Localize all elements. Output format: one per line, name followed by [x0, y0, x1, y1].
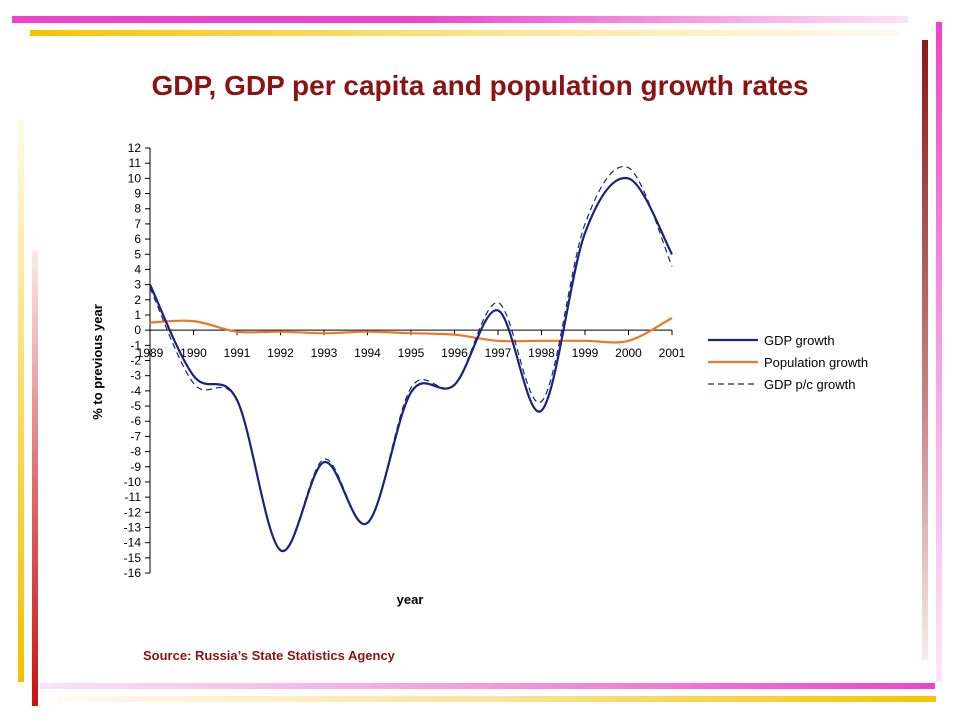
y-tick-label: -7	[130, 429, 141, 443]
x-tick-label: 1998	[528, 346, 555, 360]
x-tick-label: 1989	[137, 346, 164, 360]
x-tick-label: 1993	[311, 346, 338, 360]
decorative-bar-top-pink	[12, 16, 908, 23]
y-tick-label: 5	[134, 247, 141, 261]
x-tick-label: 1999	[572, 346, 599, 360]
y-tick-label: 6	[134, 232, 141, 246]
y-tick-label: 12	[128, 141, 142, 155]
legend-label-population-growth: Population growth	[764, 355, 868, 370]
x-tick-label: 1994	[354, 346, 381, 360]
y-tick-label: -12	[124, 505, 142, 519]
x-tick-label: 1991	[224, 346, 251, 360]
y-axis-title: % to previous year	[90, 304, 105, 420]
decorative-bar-right-pink	[936, 22, 942, 682]
y-tick-label: -2	[130, 354, 141, 368]
y-tick-label: -13	[124, 521, 142, 535]
x-axis-title: year	[397, 592, 424, 607]
x-tick-label: 1997	[485, 346, 512, 360]
y-tick-label: 11	[129, 156, 142, 170]
y-tick-label: -11	[125, 490, 142, 504]
x-tick-label: 1995	[398, 346, 425, 360]
chart-legend: GDP growth Population growth GDP p/c growt…	[708, 333, 868, 392]
x-tick-label: 2001	[659, 346, 686, 360]
source-note: Source: Russia’s State Statistics Agency	[143, 648, 395, 663]
decorative-bar-right-red	[922, 40, 928, 660]
legend-label-gdp-growth: GDP growth	[764, 333, 835, 348]
y-tick-label: -3	[130, 369, 141, 383]
y-tick-label: -8	[130, 445, 141, 459]
y-axis-ticks: 1211109876543210-1-2-3-4-5-6-7-8-9-10-11…	[124, 141, 150, 580]
y-tick-label: -14	[124, 536, 142, 550]
x-tick-label: 1992	[267, 346, 294, 360]
y-tick-label: 1	[134, 308, 141, 322]
decorative-bar-bottom-pink	[40, 683, 935, 689]
y-tick-label: 0	[134, 323, 141, 337]
x-axis-ticks: 1989 1990 1991 1992 1993 1994 1995 1996 1997 1998…	[137, 330, 686, 360]
y-tick-label: 8	[134, 202, 141, 216]
x-tick-label: 2000	[615, 346, 642, 360]
decorative-bar-left-red	[32, 250, 38, 706]
y-tick-label: -15	[124, 551, 142, 565]
series-line-gdp-growth	[149, 176, 673, 552]
legend-label-gdp-p-c-growth: GDP p/c growth	[764, 377, 856, 392]
y-tick-label: -5	[130, 399, 141, 413]
decorative-bar-top-yellow	[30, 30, 900, 36]
series-line-population-growth	[149, 317, 673, 344]
y-tick-label: -16	[124, 566, 142, 580]
y-tick-label: -4	[130, 384, 141, 398]
page-title: GDP, GDP per capita and population growt…	[151, 70, 809, 101]
decorative-bar-bottom-yellow	[58, 696, 936, 702]
decorative-bar-left-yellow	[18, 120, 24, 682]
y-tick-label: -1	[130, 338, 141, 352]
series-layer	[149, 165, 673, 552]
y-tick-label: -9	[130, 460, 141, 474]
y-tick-label: 3	[134, 278, 141, 292]
y-tick-label: -10	[124, 475, 142, 489]
x-tick-label: 1996	[441, 346, 468, 360]
y-tick-label: 10	[128, 171, 142, 185]
y-tick-label: 4	[134, 262, 141, 276]
y-tick-label: 2	[134, 293, 141, 307]
y-tick-label: 7	[134, 217, 141, 231]
series-line-gdp-p-c-growth	[149, 165, 673, 552]
y-tick-label: 9	[134, 187, 141, 201]
x-tick-label: 1990	[180, 346, 207, 360]
y-tick-label: -6	[130, 414, 141, 428]
